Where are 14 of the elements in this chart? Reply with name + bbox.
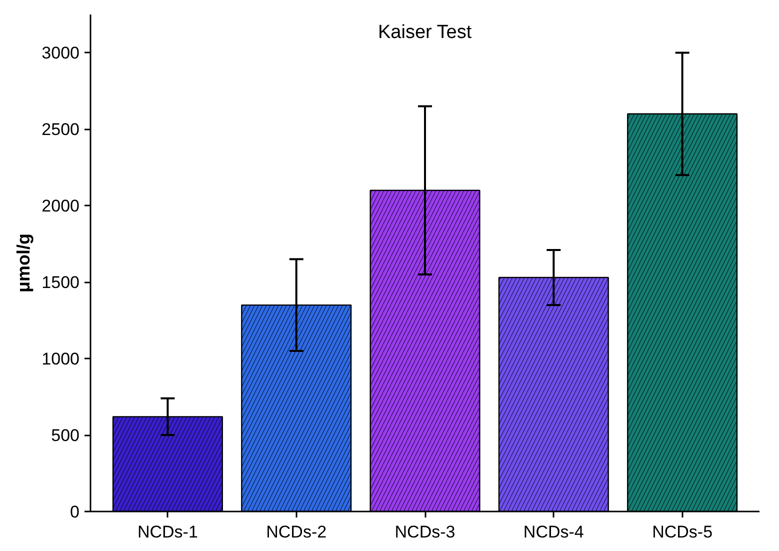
x-tick-label: NCDs-1 [137, 522, 198, 542]
y-tick-label: 1000 [42, 350, 80, 369]
x-tick-label: NCDs-2 [266, 522, 327, 542]
y-axis-title: μmol/g [14, 233, 34, 293]
y-tick-label: 3000 [42, 44, 80, 63]
y-tick-label: 1500 [42, 273, 80, 292]
y-tick-label: 2500 [42, 120, 80, 140]
x-tick-label: NCDs-5 [652, 522, 713, 542]
x-tick-label: NCDs-3 [394, 522, 456, 542]
chart-title: Kaiser Test [378, 22, 472, 43]
x-tick-label: NCDs-4 [523, 522, 584, 542]
y-tick-label: 2000 [42, 196, 80, 216]
y-tick-label: 500 [51, 426, 80, 446]
y-tick-label: 0 [70, 502, 80, 522]
